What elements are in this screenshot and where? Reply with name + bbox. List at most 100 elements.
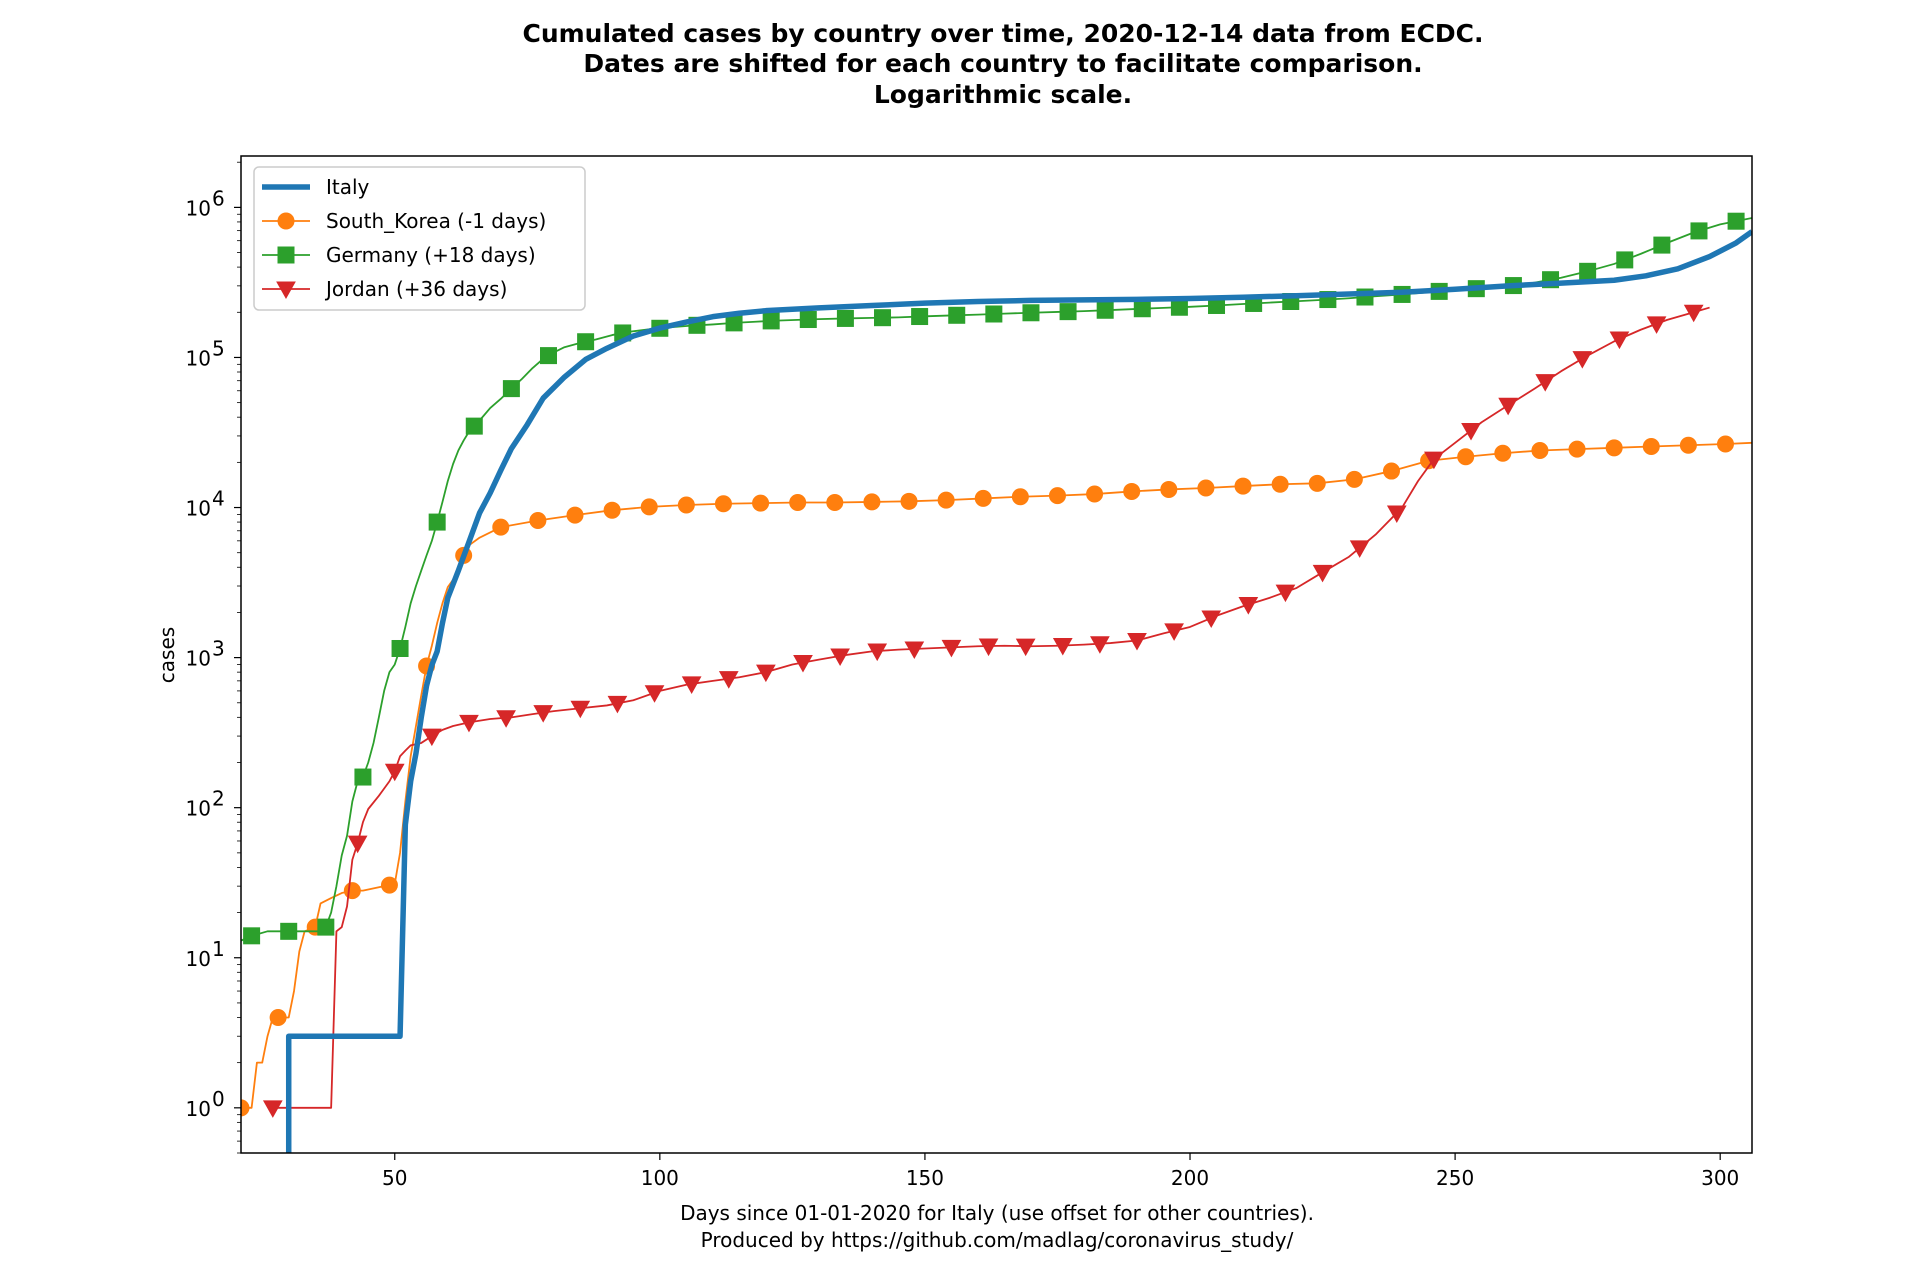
data-point-south-korea-1-days-34 xyxy=(1457,448,1475,466)
legend-label-germany-18-days: Germany (+18 days) xyxy=(326,243,536,267)
data-point-south-korea-1-days-36 xyxy=(1531,441,1549,459)
legend-item-germany-18-days: Germany (+18 days) xyxy=(262,243,536,267)
series-jordan-36-days xyxy=(262,304,1710,1118)
data-point-south-korea-1-days-18 xyxy=(863,493,881,511)
data-point-germany-18-days-2 xyxy=(280,922,298,940)
data-point-germany-18-days-41 xyxy=(1727,212,1745,230)
y-tick-label-4: 10 xyxy=(186,497,211,521)
title-line-2: Dates are shifted for each country to fa… xyxy=(583,49,1422,78)
data-point-jordan-36-days-18 xyxy=(941,639,962,658)
data-point-germany-18-days-23 xyxy=(1059,303,1077,321)
data-point-germany-18-days-15 xyxy=(762,312,780,330)
y-tick-label-3: 10 xyxy=(186,647,211,671)
data-point-germany-18-days-8 xyxy=(502,380,520,398)
data-point-south-korea-1-days-20 xyxy=(937,491,955,509)
data-point-germany-18-days-10 xyxy=(577,333,595,351)
legend-entries: Italy South_Korea (-1 days) Germany (+18 d… xyxy=(262,175,546,301)
data-point-south-korea-1-days-38 xyxy=(1605,439,1623,457)
y-tick-exponent-1: 1 xyxy=(212,937,225,961)
data-point-germany-18-days-7 xyxy=(465,417,483,435)
data-point-south-korea-1-days-4 xyxy=(343,882,361,900)
data-point-germany-18-days-19 xyxy=(911,308,929,326)
data-point-germany-18-days-37 xyxy=(1579,262,1597,280)
y-tick-exponent-3: 3 xyxy=(212,637,225,661)
data-point-south-korea-1-days-27 xyxy=(1197,479,1215,497)
legend-marker-south-korea-1-days xyxy=(277,212,295,230)
data-point-south-korea-1-days-17 xyxy=(826,494,844,512)
y-tick-label-1: 10 xyxy=(186,947,211,971)
data-point-jordan-36-days-37 xyxy=(1646,316,1667,334)
data-point-germany-18-days-5 xyxy=(391,639,409,657)
axes-frame xyxy=(240,155,1753,1154)
data-point-germany-18-days-3 xyxy=(317,918,335,936)
legend-item-jordan-36-days: Jordan (+36 days) xyxy=(262,277,507,301)
y-tick-exponent-6: 6 xyxy=(212,186,225,210)
data-point-jordan-36-days-31 xyxy=(1424,451,1444,470)
series-italy xyxy=(285,229,1752,1153)
plot-area xyxy=(241,212,1752,1153)
x-tick-label-200: 200 xyxy=(1171,1166,1209,1190)
data-point-germany-18-days-17 xyxy=(836,309,854,327)
data-point-jordan-36-days-27 xyxy=(1275,584,1296,603)
legend-item-south-korea-1-days: South_Korea (-1 days) xyxy=(262,209,546,233)
legend-label-south-korea-1-days: South_Korea (-1 days) xyxy=(326,209,546,233)
data-point-south-korea-1-days-26 xyxy=(1160,480,1178,498)
series-line-germany-18-days xyxy=(241,217,1752,942)
data-point-germany-18-days-40 xyxy=(1690,222,1708,240)
data-point-south-korea-1-days-21 xyxy=(974,489,992,507)
data-point-south-korea-1-days-5 xyxy=(380,876,398,894)
series-line-italy xyxy=(285,229,1752,1153)
data-point-jordan-36-days-24 xyxy=(1164,623,1184,641)
legend-label-jordan-36-days: Jordan (+36 days) xyxy=(324,277,507,301)
x-axis: 50 100 150 200 250 300 xyxy=(382,1153,1739,1190)
data-point-jordan-36-days-35 xyxy=(1572,351,1593,369)
data-point-jordan-36-days-12 xyxy=(718,671,739,689)
data-point-south-korea-1-days-15 xyxy=(752,494,770,512)
data-point-jordan-36-days-38 xyxy=(1683,304,1704,323)
data-point-south-korea-1-days-25 xyxy=(1123,482,1141,500)
data-point-germany-18-days-25 xyxy=(1133,300,1151,318)
data-point-jordan-36-days-23 xyxy=(1127,633,1147,651)
legend-marker-germany-18-days xyxy=(277,246,295,264)
data-point-south-korea-1-days-30 xyxy=(1308,474,1326,492)
series-south-korea-1-days xyxy=(241,435,1752,1117)
data-point-south-korea-1-days-9 xyxy=(529,511,547,529)
y-tick-exponent-5: 5 xyxy=(212,336,225,360)
data-point-germany-18-days-26 xyxy=(1170,298,1188,316)
data-point-south-korea-1-days-31 xyxy=(1345,470,1363,488)
data-point-south-korea-1-days-29 xyxy=(1271,475,1289,493)
x-tick-label-100: 100 xyxy=(641,1166,679,1190)
y-tick-exponent-0: 0 xyxy=(212,1087,225,1111)
data-point-south-korea-1-days-14 xyxy=(714,495,732,513)
data-point-south-korea-1-days-8 xyxy=(492,518,510,536)
legend-item-italy: Italy xyxy=(262,175,370,199)
data-point-jordan-36-days-33 xyxy=(1498,397,1518,416)
data-point-south-korea-1-days-40 xyxy=(1679,436,1697,454)
data-point-germany-18-days-39 xyxy=(1653,236,1671,254)
data-point-jordan-36-days-26 xyxy=(1238,597,1259,615)
data-point-south-korea-1-days-28 xyxy=(1234,477,1252,495)
legend-label-italy: Italy xyxy=(326,175,370,199)
data-point-germany-18-days-9 xyxy=(540,347,558,365)
data-point-south-korea-1-days-32 xyxy=(1382,462,1400,480)
x-tick-label-300: 300 xyxy=(1701,1166,1739,1190)
data-point-south-korea-1-days-37 xyxy=(1568,440,1586,458)
data-point-jordan-36-days-20 xyxy=(1015,638,1036,657)
data-point-jordan-36-days-22 xyxy=(1090,636,1110,654)
data-point-jordan-36-days-7 xyxy=(533,705,554,723)
data-point-jordan-36-days-3 xyxy=(384,763,405,782)
y-tick-label-5: 10 xyxy=(186,346,211,370)
x-tick-label-150: 150 xyxy=(906,1166,944,1190)
data-point-south-korea-1-days-39 xyxy=(1642,438,1660,456)
data-point-jordan-36-days-32 xyxy=(1461,422,1481,441)
chart-title: Cumulated cases by country over time, 20… xyxy=(522,19,1483,109)
data-point-jordan-36-days-19 xyxy=(978,638,999,657)
y-tick-label-6: 10 xyxy=(186,196,211,220)
data-point-jordan-36-days-13 xyxy=(756,664,776,683)
data-point-south-korea-1-days-23 xyxy=(1048,487,1066,505)
title-line-1: Cumulated cases by country over time, 20… xyxy=(522,19,1483,48)
data-point-germany-18-days-1 xyxy=(243,927,261,945)
data-point-south-korea-1-days-16 xyxy=(789,494,807,512)
